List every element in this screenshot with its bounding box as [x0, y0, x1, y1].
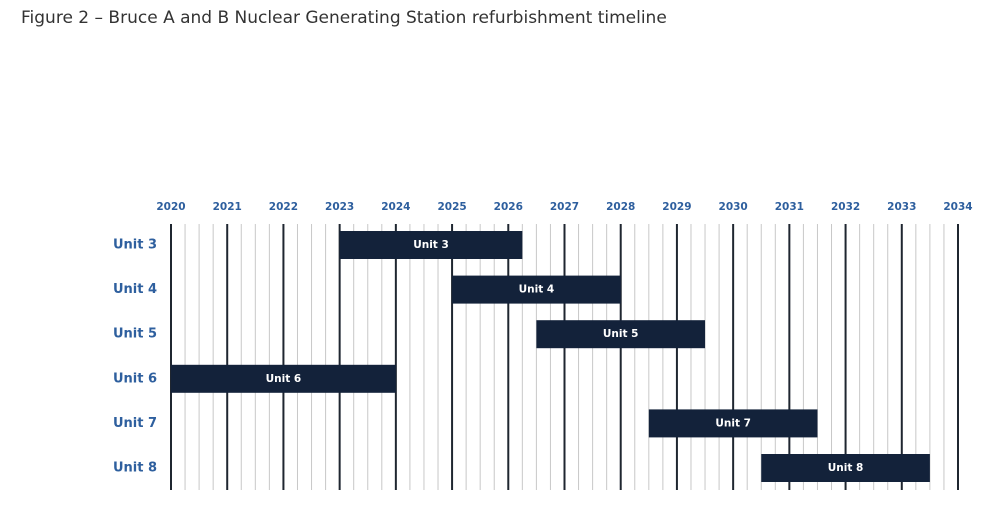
timeline-bar — [648, 409, 818, 438]
row-label: Unit 8 — [113, 461, 157, 476]
timeline-bar — [171, 364, 396, 393]
row-label: Unit 5 — [113, 327, 157, 342]
bar-label: Unit 4 — [519, 284, 555, 296]
x-tick-label: 2029 — [662, 201, 691, 213]
row-label: Unit 6 — [113, 371, 157, 386]
x-tick-label: 2032 — [831, 201, 860, 213]
x-tick-label: 2024 — [381, 201, 410, 213]
figure-caption: Figure 2 – Bruce A and B Nuclear Generat… — [21, 8, 667, 28]
timeline-bar — [536, 320, 706, 349]
x-tick-label: 2033 — [887, 201, 916, 213]
timeline-bar — [761, 454, 930, 482]
x-tick-label: 2026 — [494, 201, 523, 213]
bar-label: Unit 5 — [603, 328, 639, 340]
x-tick-label: 2027 — [550, 201, 579, 213]
bar-label: Unit 6 — [266, 373, 302, 385]
bar-label: Unit 7 — [715, 417, 751, 429]
row-label: Unit 7 — [113, 416, 157, 431]
row-label: Unit 3 — [113, 238, 157, 253]
bar-label: Unit 3 — [413, 239, 449, 251]
x-tick-label: 2021 — [213, 201, 242, 213]
x-tick-label: 2023 — [325, 201, 354, 213]
x-tick-label: 2030 — [719, 201, 748, 213]
timeline-bar — [452, 275, 621, 304]
x-tick-label: 2028 — [606, 201, 635, 213]
x-tick-label: 2025 — [437, 201, 466, 213]
timeline-bar — [339, 231, 523, 259]
x-tick-label: 2031 — [775, 201, 804, 213]
x-tick-label: 2020 — [156, 201, 185, 213]
row-label: Unit 4 — [113, 282, 157, 297]
bar-label: Unit 8 — [828, 462, 864, 474]
x-tick-label: 2022 — [269, 201, 298, 213]
x-tick-label: 2034 — [943, 201, 972, 213]
